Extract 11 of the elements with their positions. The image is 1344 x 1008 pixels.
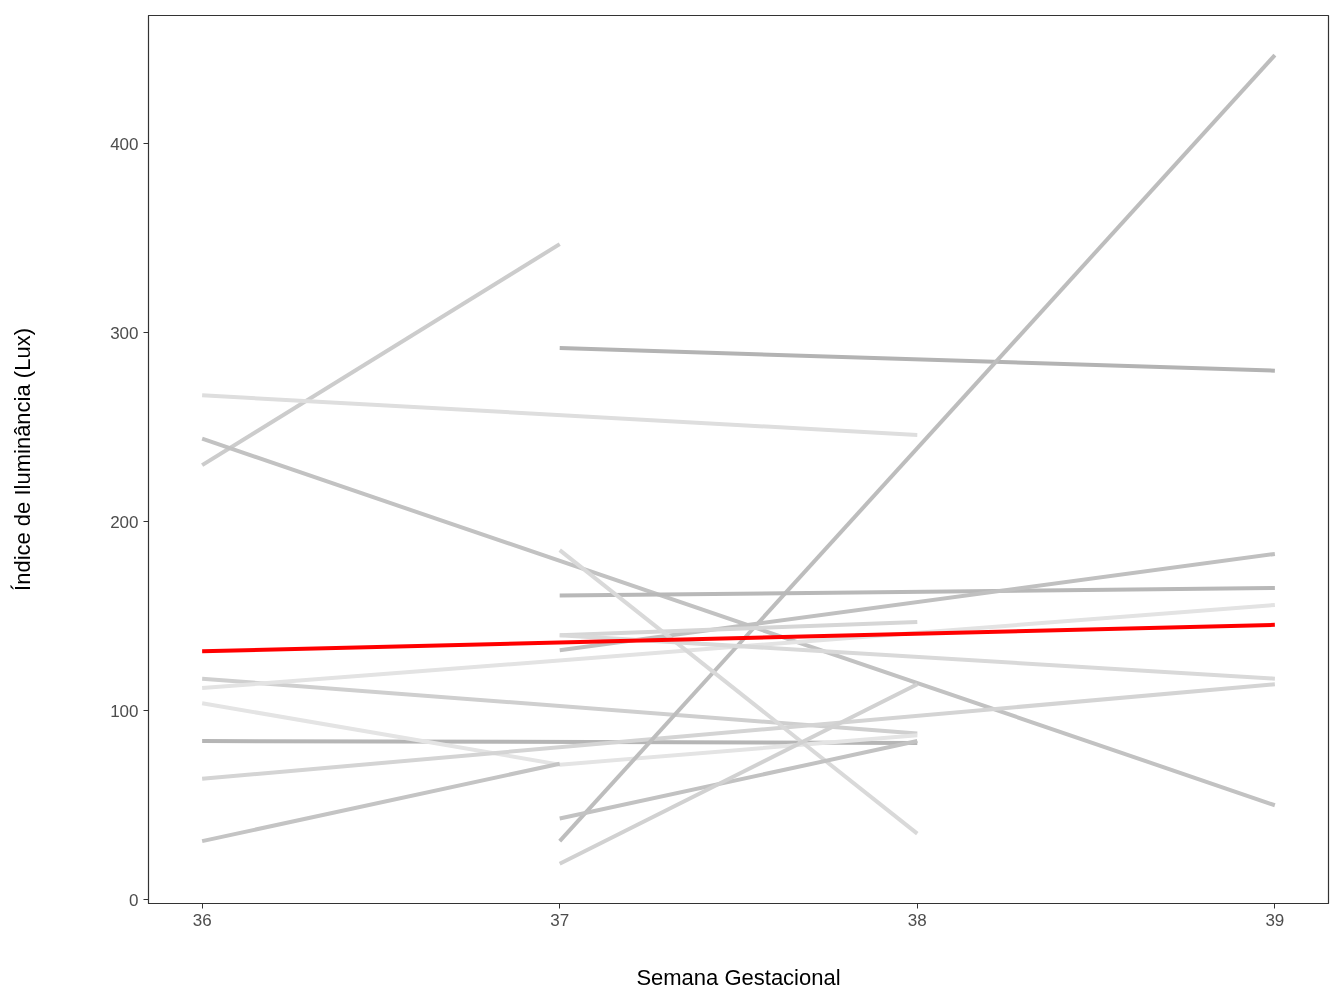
x-tick-label: 36	[192, 910, 212, 930]
y-axis-title: Índice de Iluminância (Lux)	[10, 328, 36, 591]
x-axis-title: Semana Gestacional	[636, 964, 841, 990]
y-tick-label: 300	[110, 323, 139, 343]
y-tick-label: 200	[110, 512, 139, 532]
y-tick-label: 100	[110, 701, 139, 721]
x-tick-label: 38	[907, 910, 927, 930]
y-tick-label: 0	[129, 890, 139, 910]
x-tick-label: 37	[550, 910, 570, 930]
y-tick-label: 400	[110, 134, 139, 154]
x-tick-label: 39	[1265, 910, 1285, 930]
